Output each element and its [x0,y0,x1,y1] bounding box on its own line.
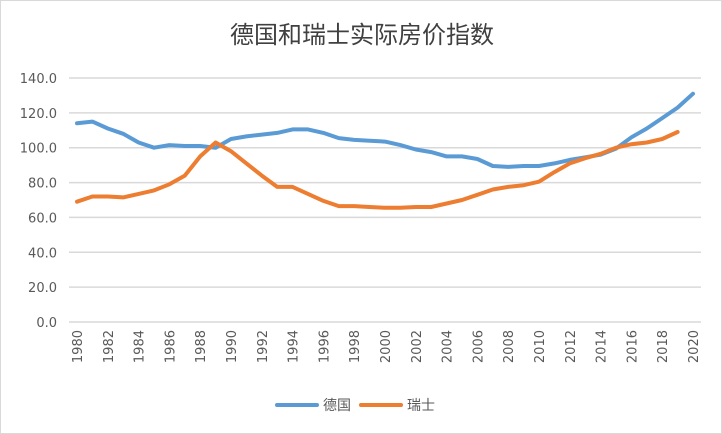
series-lines [75,91,695,210]
legend-label: 瑞士 [407,398,435,414]
x-tick-label: 1994 [287,330,302,363]
gridlines [69,77,701,323]
legend-label: 德国 [323,398,351,414]
y-axis-ticks: 0.0 20.0 40.0 60.0 80.0 100.0 120.0 140.0 [20,72,57,331]
y-tick-label: 100.0 [20,142,57,157]
y-tick-label: 120.0 [20,107,57,122]
chart-title: 德国和瑞士实际房价指数 [230,21,494,49]
x-tick-label: 2000 [379,330,394,363]
x-tick-label: 2006 [471,330,486,363]
legend: 德国 瑞士 [275,398,435,414]
x-tick-label: 2014 [595,330,610,363]
x-tick-label: 1990 [225,330,240,363]
series-line-germany [75,91,695,169]
x-tick-label: 1982 [102,330,117,363]
y-tick-label: 0.0 [36,316,57,331]
x-tick-label: 2020 [687,330,702,363]
x-tick-label: 2008 [502,330,517,363]
x-tick-label: 2016 [625,330,640,363]
x-tick-label: 2004 [441,330,456,363]
y-tick-label: 80.0 [28,177,57,192]
x-tick-label: 1988 [194,330,209,363]
x-tick-label: 2010 [533,330,548,363]
x-axis-ticks: 1980 1982 1984 1986 1988 1990 1992 1994 1996 1998… [71,330,702,363]
y-tick-label: 140.0 [20,72,57,87]
x-tick-label: 2012 [564,330,579,363]
x-tick-label: 2018 [656,330,671,363]
y-tick-label: 60.0 [28,211,57,226]
series-line-switzerland [75,130,680,210]
x-tick-label: 2002 [410,330,425,363]
x-tick-label: 1996 [317,330,332,363]
x-tick-label: 1998 [348,330,363,363]
x-tick-label: 1986 [163,330,178,363]
x-tick-label: 1984 [133,330,148,363]
x-tick-label: 1992 [256,330,271,363]
y-tick-label: 40.0 [28,246,57,261]
x-tick-label: 1980 [71,330,86,363]
y-tick-label: 20.0 [28,281,57,296]
